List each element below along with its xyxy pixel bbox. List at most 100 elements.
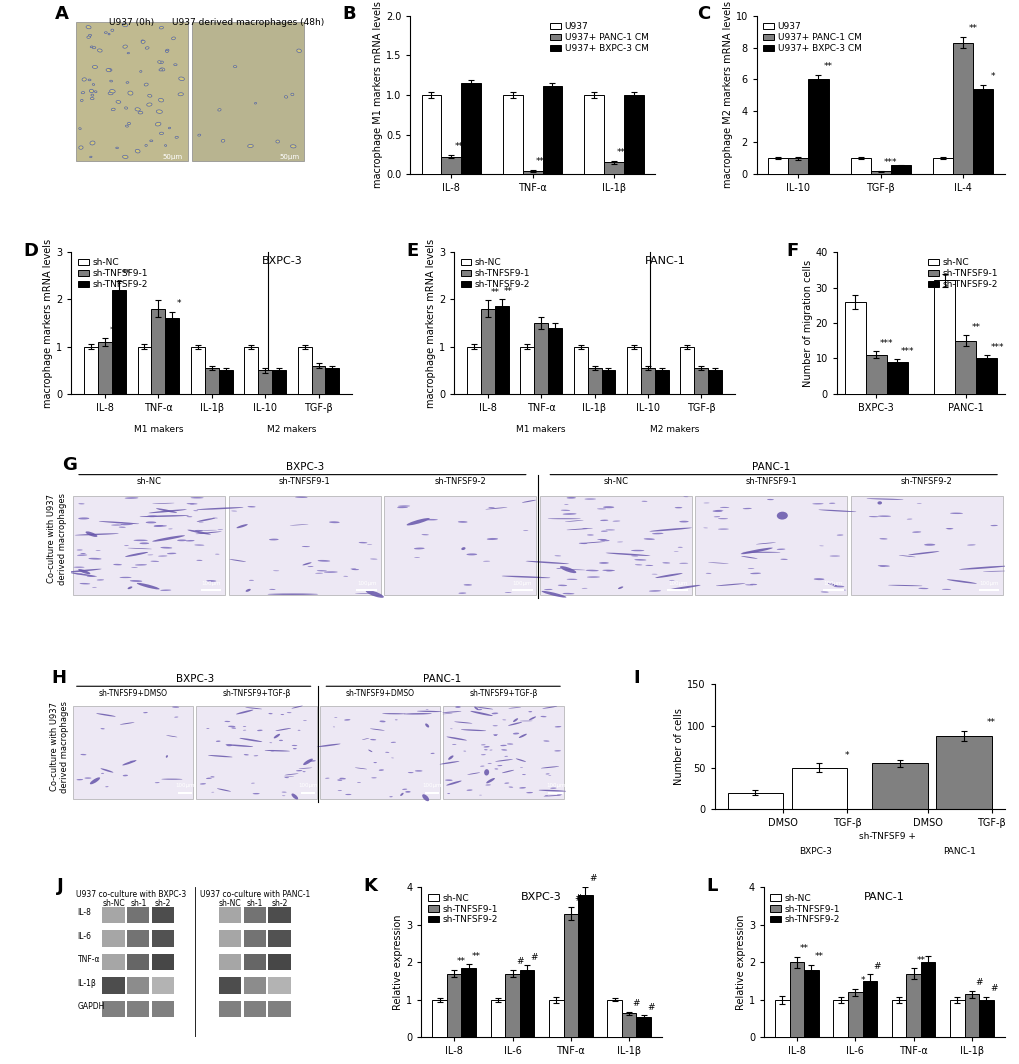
Ellipse shape — [159, 69, 163, 71]
Ellipse shape — [195, 530, 203, 531]
Ellipse shape — [414, 548, 424, 549]
Ellipse shape — [522, 500, 536, 502]
Ellipse shape — [446, 736, 467, 741]
Ellipse shape — [715, 583, 745, 586]
Ellipse shape — [578, 543, 587, 544]
Ellipse shape — [474, 706, 478, 710]
Ellipse shape — [111, 109, 115, 111]
Text: ***: *** — [883, 157, 897, 167]
Ellipse shape — [154, 526, 167, 527]
FancyBboxPatch shape — [76, 22, 187, 162]
Ellipse shape — [506, 744, 513, 745]
Ellipse shape — [172, 706, 179, 708]
Ellipse shape — [584, 498, 595, 500]
Ellipse shape — [654, 573, 682, 578]
Text: IL-1β: IL-1β — [77, 979, 96, 987]
Bar — [421, 95, 441, 174]
Ellipse shape — [143, 712, 148, 713]
FancyBboxPatch shape — [152, 977, 174, 994]
Ellipse shape — [280, 714, 284, 715]
Bar — [870, 171, 890, 174]
Ellipse shape — [244, 754, 249, 755]
Ellipse shape — [828, 555, 840, 556]
Ellipse shape — [86, 26, 91, 29]
Text: *: * — [990, 72, 995, 81]
Bar — [502, 95, 522, 174]
Text: #: # — [974, 978, 982, 986]
Text: #: # — [516, 958, 523, 966]
Bar — [298, 347, 311, 394]
Text: **: ** — [490, 287, 498, 297]
Ellipse shape — [90, 156, 92, 157]
Ellipse shape — [634, 559, 646, 561]
Ellipse shape — [74, 533, 119, 535]
Ellipse shape — [104, 32, 107, 33]
Ellipse shape — [267, 594, 318, 595]
Ellipse shape — [78, 146, 83, 149]
Ellipse shape — [486, 538, 497, 541]
Text: sh-TNFSF9-1: sh-TNFSF9-1 — [278, 478, 330, 486]
Ellipse shape — [597, 539, 606, 541]
Ellipse shape — [329, 521, 339, 523]
Ellipse shape — [415, 770, 422, 771]
Ellipse shape — [813, 578, 823, 580]
Ellipse shape — [529, 716, 536, 720]
Ellipse shape — [291, 745, 298, 746]
Ellipse shape — [154, 525, 163, 527]
Bar — [624, 95, 643, 174]
Ellipse shape — [73, 567, 85, 568]
Ellipse shape — [404, 713, 431, 715]
Ellipse shape — [87, 36, 91, 38]
Ellipse shape — [152, 535, 184, 542]
Ellipse shape — [245, 708, 262, 710]
Ellipse shape — [140, 70, 142, 72]
Ellipse shape — [91, 98, 94, 100]
FancyBboxPatch shape — [539, 496, 691, 595]
Ellipse shape — [868, 516, 878, 517]
Ellipse shape — [707, 562, 728, 564]
Ellipse shape — [111, 29, 114, 32]
Ellipse shape — [158, 98, 163, 102]
Ellipse shape — [226, 745, 232, 746]
Bar — [587, 368, 601, 394]
Ellipse shape — [827, 583, 837, 586]
Ellipse shape — [917, 587, 927, 589]
Ellipse shape — [565, 520, 583, 521]
FancyBboxPatch shape — [152, 953, 174, 970]
Text: **: ** — [971, 322, 979, 332]
Ellipse shape — [877, 565, 889, 567]
Ellipse shape — [477, 709, 482, 711]
Ellipse shape — [488, 508, 494, 509]
Text: BXPC-3: BXPC-3 — [521, 892, 561, 902]
Text: **: ** — [968, 24, 977, 33]
Ellipse shape — [339, 778, 345, 780]
Text: K: K — [364, 877, 377, 895]
Text: sh-TNFSF9+TGF-β: sh-TNFSF9+TGF-β — [469, 688, 537, 698]
Ellipse shape — [235, 710, 253, 714]
Text: sh-1: sh-1 — [130, 899, 147, 908]
Ellipse shape — [165, 50, 168, 52]
Y-axis label: Number of migration cells: Number of migration cells — [802, 260, 812, 386]
Ellipse shape — [76, 549, 83, 550]
Bar — [584, 95, 603, 174]
Ellipse shape — [119, 577, 131, 578]
Ellipse shape — [284, 777, 288, 778]
Ellipse shape — [561, 593, 574, 595]
Text: D: D — [23, 243, 39, 260]
Ellipse shape — [101, 728, 105, 729]
Ellipse shape — [541, 591, 566, 598]
Ellipse shape — [91, 94, 94, 96]
Bar — [905, 974, 920, 1037]
FancyBboxPatch shape — [102, 930, 124, 947]
Ellipse shape — [198, 134, 201, 136]
Ellipse shape — [196, 531, 221, 534]
Bar — [808, 79, 827, 174]
Ellipse shape — [217, 788, 230, 792]
Ellipse shape — [820, 592, 827, 593]
Bar — [578, 895, 592, 1037]
Ellipse shape — [145, 47, 149, 49]
Ellipse shape — [749, 572, 760, 575]
Ellipse shape — [120, 523, 132, 526]
Ellipse shape — [550, 787, 556, 788]
Text: **: ** — [457, 958, 466, 966]
